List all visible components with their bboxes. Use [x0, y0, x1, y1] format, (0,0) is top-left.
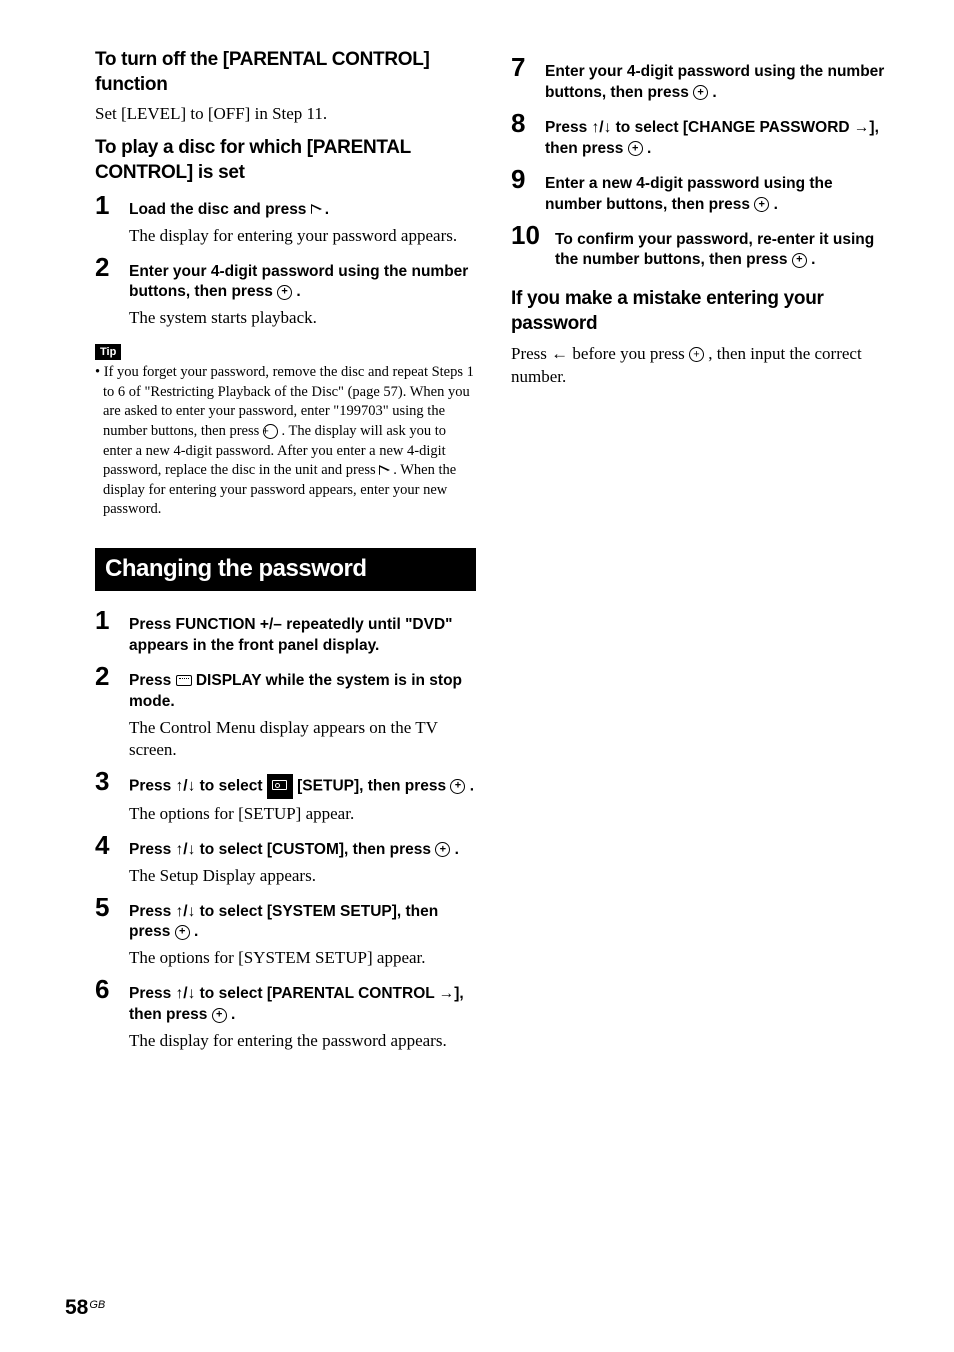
tip-badge: Tip	[95, 344, 121, 360]
play-icon	[379, 465, 393, 476]
step-number: 8	[511, 110, 545, 136]
tip-text: • If you forget your password, remove th…	[95, 363, 476, 520]
step-instruction: Press FUNCTION +/– repeatedly until "DVD…	[129, 615, 476, 657]
page-number: 58GB	[65, 1296, 105, 1320]
step-number: 5	[95, 894, 129, 920]
cp-step-1: 1 Press FUNCTION +/– repeatedly until "D…	[95, 607, 476, 657]
cp-step-4: 4 Press ↑/↓ to select [CUSTOM], then pre…	[95, 832, 476, 888]
step-number: 10	[511, 222, 555, 248]
step-number: 3	[95, 768, 129, 794]
cp-step-10: 10 To confirm your password, re-enter it…	[511, 222, 892, 272]
cp-step-6: 6 Press ↑/↓ to select [PARENTAL CONTROL …	[95, 976, 476, 1053]
step-instruction: Enter your 4-digit password using the nu…	[545, 62, 892, 104]
cp-step-8: 8 Press ↑/↓ to select [CHANGE PASSWORD →…	[511, 110, 892, 160]
step-description: The Control Menu display appears on the …	[129, 717, 476, 763]
step-number: 9	[511, 166, 545, 192]
enter-icon	[689, 347, 704, 362]
step-number: 7	[511, 54, 545, 80]
step-number: 2	[95, 254, 129, 280]
step-number: 2	[95, 663, 129, 689]
cp-step-9: 9 Enter a new 4-digit password using the…	[511, 166, 892, 216]
cp-step-5: 5 Press ↑/↓ to select [SYSTEM SETUP], th…	[95, 894, 476, 971]
enter-icon	[277, 285, 292, 300]
text-set-level: Set [LEVEL] to [OFF] in Step 11.	[95, 103, 476, 126]
heading-turn-off: To turn off the [PARENTAL CONTROL] funct…	[95, 48, 476, 97]
setup-icon	[267, 774, 293, 799]
enter-icon	[754, 197, 769, 212]
step-instruction: Press ↑/↓ to select [PARENTAL CONTROL →]…	[129, 984, 476, 1026]
left-arrow-icon: ←	[551, 344, 568, 363]
step-instruction: To confirm your password, re-enter it us…	[555, 230, 892, 272]
step-1: 1 Load the disc and press . The display …	[95, 192, 476, 248]
enter-icon	[792, 253, 807, 268]
cp-step-7: 7 Enter your 4-digit password using the …	[511, 54, 892, 104]
step-instruction: Press ↑/↓ to select [CUSTOM], then press…	[129, 840, 476, 861]
step-instruction: Load the disc and press .	[129, 200, 476, 221]
step-instruction: Press ↑/↓ to select [SETUP], then press …	[129, 774, 476, 799]
step-description: The system starts playback.	[129, 307, 476, 330]
step-description: The display for entering your password a…	[129, 225, 476, 248]
text-mistake: Press ← before you press , then input th…	[511, 343, 892, 389]
step-instruction: Press DISPLAY while the system is in sto…	[129, 671, 476, 713]
enter-icon	[175, 925, 190, 940]
step-instruction: Press ↑/↓ to select [SYSTEM SETUP], then…	[129, 902, 476, 944]
step-2: 2 Enter your 4-digit password using the …	[95, 254, 476, 331]
enter-icon	[212, 1008, 227, 1023]
step-instruction: Enter a new 4-digit password using the n…	[545, 174, 892, 216]
step-number: 6	[95, 976, 129, 1002]
step-description: The options for [SYSTEM SETUP] appear.	[129, 947, 476, 970]
step-description: The options for [SETUP] appear.	[129, 803, 476, 826]
enter-icon	[450, 779, 465, 794]
cp-step-2: 2 Press DISPLAY while the system is in s…	[95, 663, 476, 763]
cp-step-3: 3 Press ↑/↓ to select [SETUP], then pres…	[95, 768, 476, 825]
heading-play-disc: To play a disc for which [PARENTAL CONTR…	[95, 136, 476, 185]
play-icon	[311, 204, 325, 215]
enter-icon	[435, 842, 450, 857]
enter-icon	[263, 424, 278, 439]
section-banner: Changing the password	[95, 548, 476, 591]
step-instruction: Press ↑/↓ to select [CHANGE PASSWORD →],…	[545, 118, 892, 160]
step-instruction: Enter your 4-digit password using the nu…	[129, 262, 476, 304]
enter-icon	[693, 85, 708, 100]
enter-icon	[628, 141, 643, 156]
step-number: 1	[95, 607, 129, 633]
step-number: 1	[95, 192, 129, 218]
step-description: The Setup Display appears.	[129, 865, 476, 888]
heading-mistake: If you make a mistake entering your pass…	[511, 287, 892, 336]
display-icon	[176, 675, 192, 686]
step-description: The display for entering the password ap…	[129, 1030, 476, 1053]
step-number: 4	[95, 832, 129, 858]
